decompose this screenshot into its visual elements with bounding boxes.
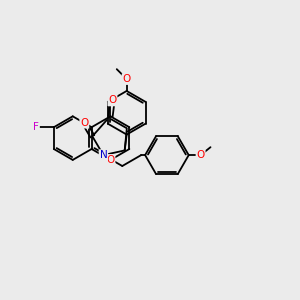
Text: N: N xyxy=(100,150,107,160)
Text: O: O xyxy=(106,155,115,165)
Text: O: O xyxy=(122,74,131,84)
Text: O: O xyxy=(80,118,88,128)
Text: O: O xyxy=(196,150,205,160)
Text: F: F xyxy=(33,122,39,132)
Text: O: O xyxy=(108,95,117,106)
